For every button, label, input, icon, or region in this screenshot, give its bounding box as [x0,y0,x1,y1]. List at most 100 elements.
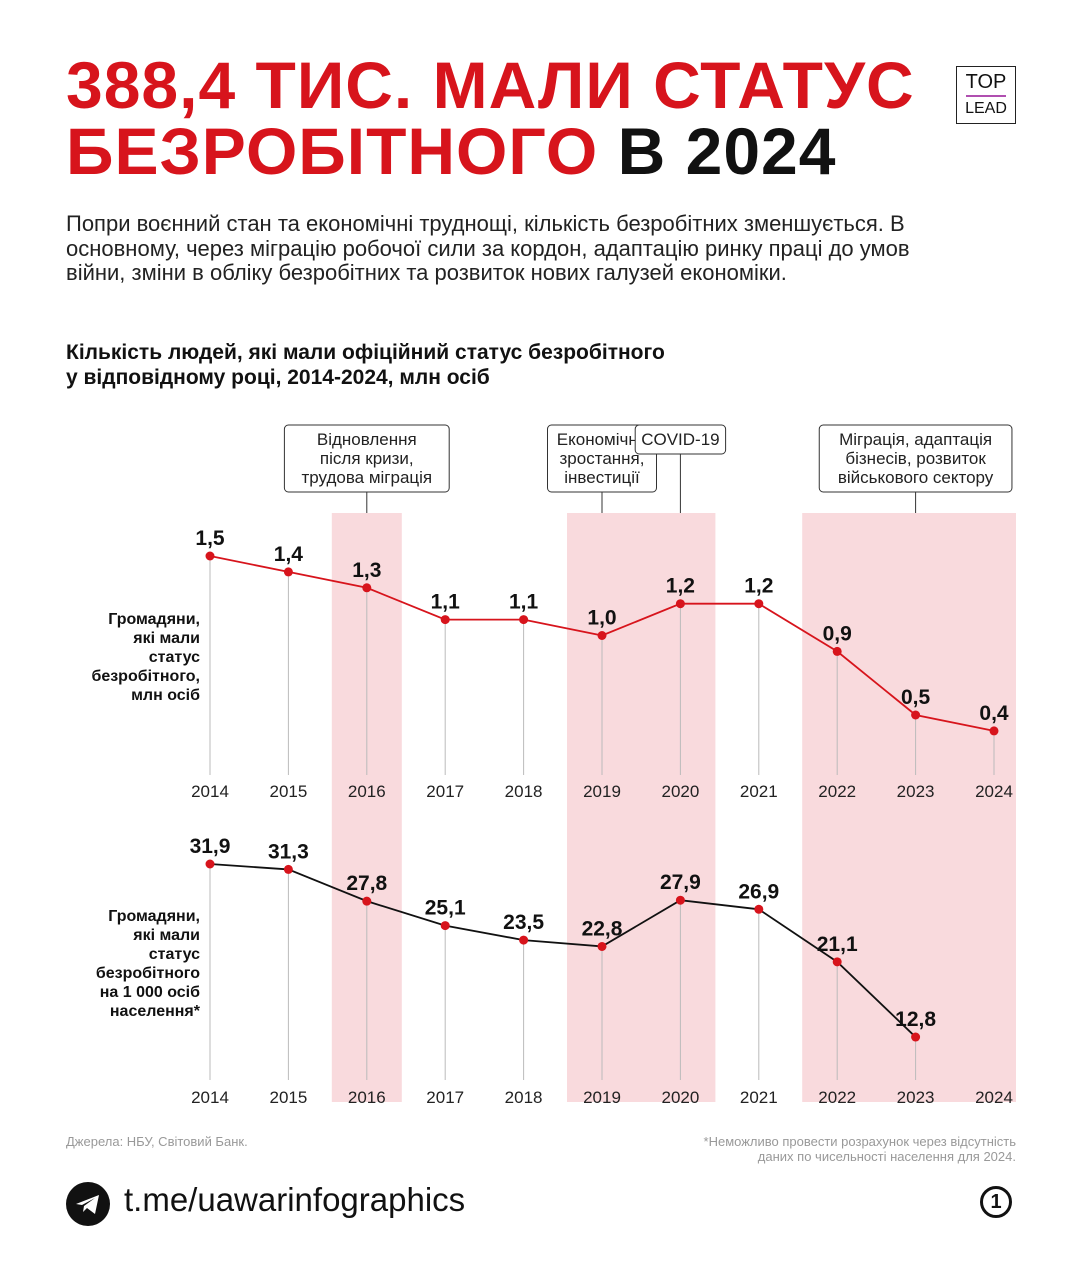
annotation-text: після кризи, [320,449,414,468]
x-tick-label: 2020 [661,1088,699,1107]
intro-text: Попри воєнний стан та економічні труднощ… [66,211,910,285]
data-point [675,895,685,905]
data-point [754,599,764,609]
footnote-line-1: *Неможливо провести розрахунок через від… [703,1134,1016,1149]
x-tick-label: 2017 [426,782,464,801]
x-tick-label: 2022 [818,1088,856,1107]
x-tick-label: 2016 [348,782,386,801]
title-line-2-black: В 2024 [617,114,837,188]
x-tick-label: 2023 [897,1088,935,1107]
data-label: 23,5 [503,911,544,934]
logo-divider [966,95,1006,97]
data-point [362,896,372,906]
series-label: на 1 000 осіб [100,984,200,1001]
series-label: Громадяни, [108,611,200,628]
highlight-band [567,513,716,1102]
data-label: 27,9 [660,871,701,894]
data-point [597,941,607,951]
data-point [205,859,215,869]
data-point [675,599,685,609]
data-label: 26,9 [738,880,779,903]
data-point [754,904,764,914]
data-label: 31,9 [190,835,231,858]
annotation-text: Відновлення [317,430,417,449]
data-label: 1,4 [274,543,304,566]
x-tick-label: 2021 [740,782,778,801]
annotation-text: Економічне [557,430,647,449]
footnote: *Неможливо провести розрахунок через від… [596,1134,1016,1164]
data-label: 0,4 [979,702,1009,725]
x-tick-label: 2021 [740,1088,778,1107]
telegram-link[interactable]: t.me/uawarinfographics [124,1181,466,1218]
chart-title: Кількість людей, які мали офіційний стат… [66,340,866,390]
page-title: 388,4 ТИС. МАЛИ СТАТУС БЕЗРОБІТНОГО В 20… [66,52,915,184]
data-label: 27,8 [346,872,387,895]
footnote-line-2: даних по чисельності населення для 2024. [757,1149,1016,1164]
data-label: 1,0 [587,607,616,630]
series-label: які мали [132,630,200,647]
series-label: статус [149,649,200,666]
x-tick-label: 2014 [191,1088,229,1107]
data-label: 1,1 [431,591,461,614]
data-label: 0,5 [901,686,931,709]
annotation-box [547,424,657,493]
series-label: статус [149,946,200,963]
data-label: 22,8 [582,917,623,940]
x-tick-label: 2022 [818,782,856,801]
x-tick-label: 2018 [505,1088,543,1107]
x-tick-label: 2019 [583,1088,621,1107]
sources: Джерела: НБУ, Світовий Банк. [66,1134,248,1149]
x-tick-label: 2018 [505,782,543,801]
x-tick-label: 2023 [897,782,935,801]
logo-bottom: LEAD [965,100,1007,117]
highlight-band [802,513,1016,1102]
chart-title-line-2: у відповідному році, 2014-2024, млн осіб [66,366,490,389]
chart-title-line-1: Кількість людей, які мали офіційний стат… [66,341,665,364]
x-tick-label: 2017 [426,1088,464,1107]
x-tick-label: 2019 [583,782,621,801]
data-label: 0,9 [823,622,852,645]
x-tick-label: 2020 [661,782,699,801]
data-label: 21,1 [817,933,858,956]
title-line-2-red: БЕЗРОБІТНОГО [66,114,599,188]
annotation-text: COVID-19 [641,430,719,449]
data-point [519,615,529,625]
data-label: 1,3 [352,559,381,582]
data-label: 1,2 [744,575,773,598]
series-label: Громадяни, [108,908,200,925]
data-point [911,1032,921,1042]
annotation-box [818,424,1013,493]
annotation-box [283,424,450,493]
annotation-text: бізнесів, розвиток [845,449,986,468]
data-point [832,646,842,656]
series-label: які мали [132,927,200,944]
logo-top: TOP [965,71,1007,93]
data-label: 1,1 [509,591,539,614]
data-label: 1,2 [666,575,695,598]
annotation-box [634,424,727,455]
annotation-text: трудова міграція [301,468,432,487]
title-line-1: 388,4 ТИС. МАЛИ СТАТУС [66,48,915,122]
data-point [440,921,450,931]
series-label: населення* [110,1003,201,1020]
annotation-text: інвестиції [564,468,640,487]
top-lead-logo: TOP LEAD [956,66,1016,124]
page-number: 1 [980,1186,1012,1218]
series-label: безробітного [96,965,200,982]
data-point [283,864,293,874]
annotation-text: військового сектору [838,468,994,487]
x-tick-label: 2014 [191,782,229,801]
data-label: 1,5 [195,527,225,550]
series-label: безробітного, [91,668,200,685]
data-point [362,583,372,593]
x-tick-label: 2024 [975,782,1013,801]
data-label: 25,1 [425,897,466,920]
x-tick-label: 2024 [975,1088,1013,1107]
telegram-icon[interactable] [66,1182,110,1226]
data-point [989,726,999,736]
data-label: 12,8 [895,1008,936,1031]
data-point [283,567,293,577]
data-point [440,615,450,625]
